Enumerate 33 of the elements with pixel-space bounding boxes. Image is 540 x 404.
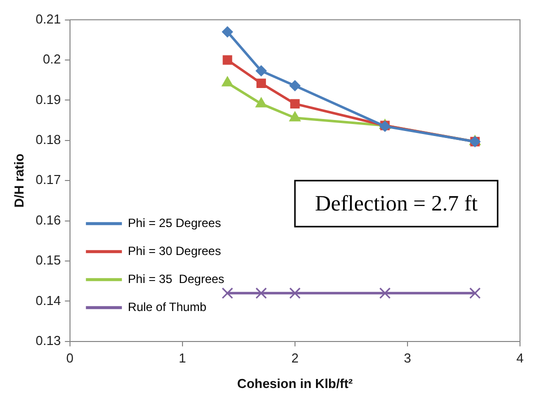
point [379, 287, 391, 299]
annotation: Deflection = 2.7 ft [314, 190, 478, 216]
point [255, 287, 267, 299]
point [256, 97, 267, 108]
point [290, 99, 300, 109]
point [222, 55, 232, 65]
y-axis-title: D/H ratio [11, 153, 26, 208]
point [256, 78, 266, 88]
y-tick-label: 0.14 [36, 292, 61, 308]
y-tick-label: 0.16 [36, 212, 61, 228]
x-tick-label: 1 [178, 350, 186, 366]
y-tick-label: 0.15 [36, 252, 61, 268]
x-tick-label: 4 [516, 350, 524, 366]
x-tick-label: 3 [404, 350, 412, 366]
y-tick-label: 0.13 [36, 332, 61, 348]
point [256, 65, 267, 76]
y-tick-label: 0.21 [36, 11, 61, 26]
legend-label: Phi = 25 Degrees [128, 216, 221, 230]
point [469, 287, 481, 299]
legend-label: Phi = 35 Degrees [128, 272, 224, 286]
legend-label: Phi = 30 Degrees [128, 244, 221, 258]
y-tick-label: 0.19 [36, 92, 61, 107]
x-tick-label: 0 [66, 350, 74, 366]
x-tick-label: 2 [291, 350, 299, 366]
y-tick-label: 0.18 [36, 132, 61, 147]
y-tick-label: 0.2 [42, 52, 61, 67]
x-axis-title: Cohesion in Klb/ft² [237, 376, 354, 391]
point [222, 26, 233, 38]
point [289, 287, 301, 299]
legend-label: Rule of Thumb [128, 300, 207, 314]
point [289, 80, 300, 92]
point [222, 287, 234, 299]
y-tick-label: 0.17 [36, 172, 61, 188]
